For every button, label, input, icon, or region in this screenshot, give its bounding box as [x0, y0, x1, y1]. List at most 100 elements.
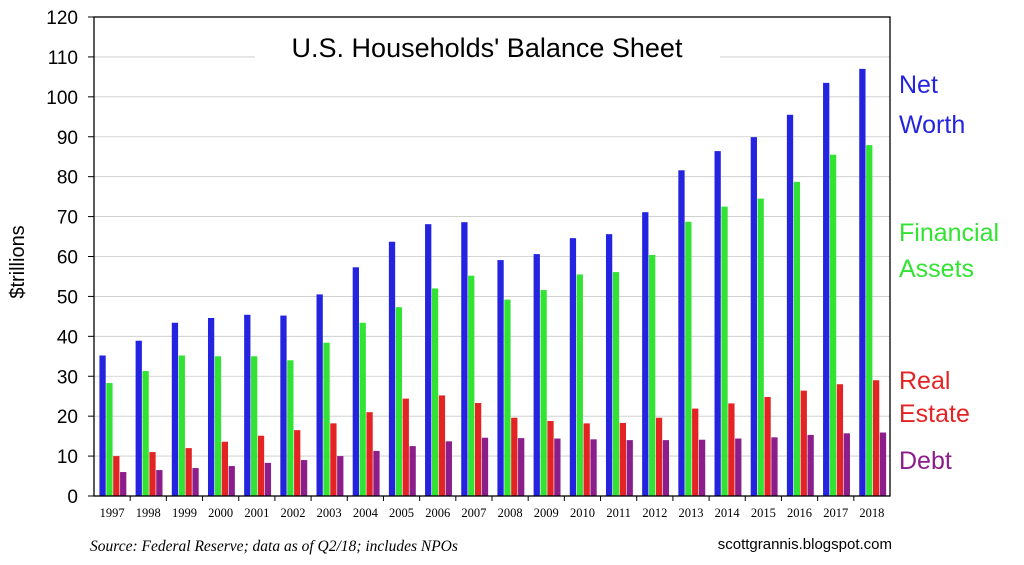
x-tick-label: 2009: [534, 506, 559, 520]
bar-debt-2004: [373, 450, 380, 496]
bar-net-worth-2008: [497, 260, 504, 496]
source-note: Source: Federal Reserve; data as of Q2/1…: [90, 538, 458, 555]
bar-financial-assets-2014: [721, 206, 728, 496]
bar-debt-2005: [409, 446, 416, 496]
y-tick-label: 60: [57, 248, 78, 269]
x-tick-label: 1997: [100, 506, 125, 520]
bar-real-estate-2018: [872, 380, 880, 496]
x-tick-label: 2010: [570, 506, 595, 520]
y-tick-label: 90: [57, 128, 78, 149]
bar-real-estate-2009: [547, 420, 554, 496]
bar-net-worth-2010: [569, 238, 577, 496]
bar-financial-assets-1998: [142, 371, 149, 496]
bar-financial-assets-2017: [829, 154, 837, 496]
bar-financial-assets-2008: [504, 299, 511, 496]
bar-financial-assets-2015: [757, 198, 764, 496]
bar-real-estate-2000: [221, 441, 228, 496]
x-tick-label: 2017: [823, 506, 848, 520]
x-tick-label: 2007: [461, 506, 486, 520]
y-tick-label: 100: [46, 88, 78, 109]
bar-net-worth-2016: [786, 114, 794, 496]
bar-net-worth-2007: [461, 222, 468, 496]
y-tick-label: 120: [46, 8, 78, 29]
x-tick-label: 2008: [498, 506, 523, 520]
y-tick-label: 40: [57, 327, 78, 348]
bar-net-worth-2001: [244, 314, 251, 496]
bar-debt-2011: [626, 440, 633, 496]
bar-financial-assets-2009: [540, 290, 547, 496]
bar-debt-1997: [120, 472, 127, 496]
bar-financial-assets-2006: [431, 288, 439, 496]
title-background: [255, 24, 720, 70]
bar-financial-assets-2000: [214, 356, 222, 496]
legend: Net Worth Financial Assets Real Estate Debt: [899, 71, 999, 475]
bar-real-estate-2010: [583, 423, 590, 496]
bar-debt-2007: [481, 437, 489, 496]
y-tick-label: 70: [57, 208, 78, 229]
bar-financial-assets-2011: [612, 272, 620, 496]
bar-net-worth-1998: [135, 340, 142, 496]
bar-net-worth-2005: [388, 241, 396, 496]
bar-financial-assets-2005: [395, 307, 403, 496]
bar-real-estate-2005: [402, 398, 409, 496]
bar-net-worth-2000: [207, 317, 215, 496]
bar-debt-2003: [337, 456, 344, 496]
bar-net-worth-1997: [99, 355, 106, 496]
bar-net-worth-2003: [316, 294, 323, 496]
y-axis: 0 10 20 30 40 50 60 70 80 90 100 110 120: [46, 8, 94, 508]
bar-debt-1999: [192, 468, 199, 496]
x-tick-label: 2018: [859, 506, 884, 520]
x-tick-label: 2005: [389, 506, 414, 520]
bar-real-estate-2004: [366, 412, 373, 496]
legend-net-worth: Worth: [899, 111, 965, 139]
bar-real-estate-2006: [438, 395, 446, 496]
bar-net-worth-1999: [171, 322, 179, 496]
bar-net-worth-2017: [823, 82, 830, 497]
x-tick-label: 2015: [751, 506, 776, 520]
bar-real-estate-2017: [836, 384, 844, 496]
bar-net-worth-2012: [642, 212, 649, 496]
bar-real-estate-2012: [655, 417, 663, 496]
bar-debt-2008: [518, 438, 525, 496]
x-tick-label: 2006: [425, 506, 450, 520]
bar-real-estate-2015: [764, 397, 771, 496]
bar-financial-assets-2016: [793, 181, 801, 496]
bar-net-worth-2006: [425, 224, 432, 497]
x-tick-label: 2002: [281, 506, 306, 520]
x-tick-label: 2016: [787, 506, 812, 520]
bar-debt-2014: [735, 438, 742, 496]
bar-net-worth-2002: [280, 315, 287, 496]
bar-real-estate-2016: [800, 390, 807, 496]
x-tick-label: 2000: [208, 506, 233, 520]
bar-debt-2006: [445, 441, 452, 496]
x-axis: 1997 1998 1999 2000 2001 2002 2003 2004 2005 2006…: [100, 496, 884, 520]
x-tick-label: 2011: [606, 506, 631, 520]
x-tick-label: 1998: [136, 506, 161, 520]
y-tick-label: 50: [57, 287, 78, 308]
bar-real-estate-2007: [474, 402, 482, 496]
bar-financial-assets-2002: [287, 360, 294, 496]
bar-financial-assets-2013: [685, 221, 692, 496]
bar-financial-assets-2007: [468, 275, 475, 496]
bar-financial-assets-1999: [178, 355, 185, 496]
bar-financial-assets-1997: [106, 383, 113, 496]
y-tick-label: 0: [67, 487, 78, 508]
bar-debt-2009: [554, 438, 561, 496]
bars: [99, 68, 887, 497]
y-tick-label: 10: [57, 447, 78, 468]
bar-debt-2010: [590, 439, 597, 496]
bar-net-worth-2014: [714, 151, 721, 496]
legend-financial-assets: Financial: [899, 219, 999, 247]
bar-real-estate-2002: [294, 430, 301, 496]
bar-real-estate-1999: [185, 448, 192, 496]
y-tick-label: 20: [57, 407, 78, 428]
x-tick-label: 2004: [353, 506, 379, 520]
x-tick-label: 2013: [679, 506, 704, 520]
credit-text: scottgrannis.blogspot.com: [718, 536, 892, 553]
bar-real-estate-2001: [257, 435, 265, 496]
bar-financial-assets-2018: [866, 145, 873, 496]
bar-real-estate-2008: [511, 417, 518, 496]
bar-financial-assets-2012: [649, 254, 656, 496]
legend-real-estate: Estate: [899, 400, 970, 428]
